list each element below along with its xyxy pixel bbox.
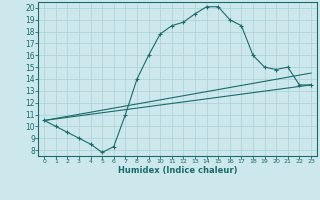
X-axis label: Humidex (Indice chaleur): Humidex (Indice chaleur): [118, 166, 237, 175]
